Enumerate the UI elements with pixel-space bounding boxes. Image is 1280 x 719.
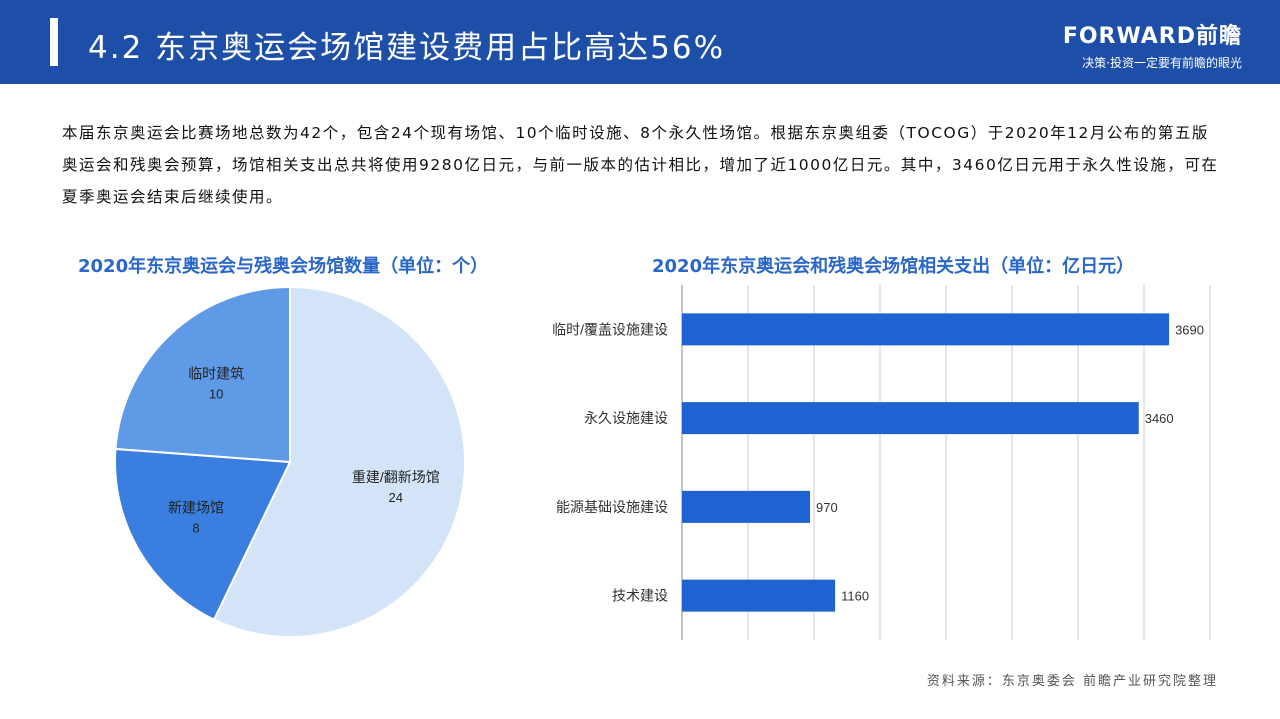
data-label: 1160 [841, 589, 869, 604]
category-label: 永久设施建设 [584, 410, 668, 426]
pie-slice-label: 重建/翻新场馆 [352, 469, 440, 485]
header-accent-bar [50, 18, 58, 66]
source-note: 资料来源：东京奥委会 前瞻产业研究院整理 [926, 674, 1218, 689]
pie-slice [114, 285, 291, 464]
page-title: 4.2 东京奥运会场馆建设费用占比高达56% [88, 30, 726, 66]
intro-paragraph: 本届东京奥运会比赛场地总数为42个，包含24个现有场馆、10个临时设施、8个永久… [62, 124, 1219, 206]
pie-slice [212, 285, 466, 638]
pie-slice-value: 10 [209, 386, 223, 401]
header-bar: 4.2 东京奥运会场馆建设费用占比高达56% FORWARD前瞻 决策·投资一定… [0, 0, 1280, 84]
category-label: 能源基础设施建设 [556, 499, 668, 515]
pie-chart-title: 2020年东京奥运会与残奥会场馆数量（单位：个） [78, 256, 489, 277]
category-label: 技术建设 [612, 588, 668, 604]
brand-slogan: 决策·投资一定要有前瞻的眼光 [1082, 56, 1242, 70]
bar [682, 490, 811, 523]
brand-name: FORWARD前瞻 [1062, 24, 1242, 49]
category-label: 临时/覆盖设施建设 [552, 321, 668, 337]
pie-slice-value: 8 [192, 520, 199, 535]
bar [682, 402, 1139, 435]
pie-chart: 重建/翻新场馆 24 新建场馆 8 临时建筑 10 [114, 285, 466, 638]
bar [682, 579, 836, 612]
pie-slice-label: 新建场馆 [168, 499, 224, 515]
brand-logo: FORWARD前瞻 决策·投资一定要有前瞻的眼光 [1042, 18, 1242, 71]
pie-slice-label: 临时建筑 [188, 365, 244, 381]
bar-chart-title: 2020年东京奥运会和残奥会场馆相关支出（单位：亿日元） [652, 256, 1135, 277]
data-label: 970 [816, 500, 838, 515]
pie-slice-value: 24 [389, 490, 403, 505]
data-label: 3690 [1175, 322, 1204, 337]
bar-chart: 临时/覆盖设施建设 3690 永久设施建设 3460 能源基础设施建设 970 技术建设 11… [552, 285, 1211, 640]
data-label: 3460 [1145, 411, 1174, 426]
pie-slice [114, 447, 292, 622]
bar [682, 313, 1170, 346]
